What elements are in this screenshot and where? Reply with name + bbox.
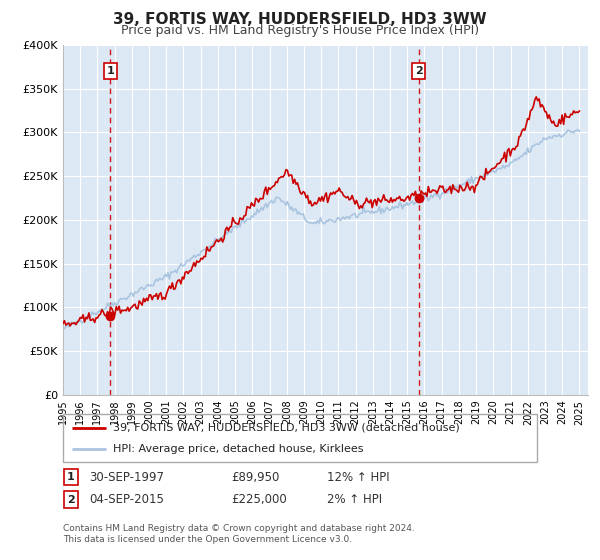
- Text: 04-SEP-2015: 04-SEP-2015: [89, 493, 164, 506]
- Text: £89,950: £89,950: [231, 470, 280, 484]
- Text: 30-SEP-1997: 30-SEP-1997: [89, 470, 164, 484]
- Text: 39, FORTIS WAY, HUDDERSFIELD, HD3 3WW (detached house): 39, FORTIS WAY, HUDDERSFIELD, HD3 3WW (d…: [113, 423, 460, 433]
- Text: 2: 2: [67, 494, 74, 505]
- Text: This data is licensed under the Open Government Licence v3.0.: This data is licensed under the Open Gov…: [63, 535, 352, 544]
- Text: 1: 1: [106, 66, 114, 76]
- Text: 2: 2: [415, 66, 422, 76]
- Text: Contains HM Land Registry data © Crown copyright and database right 2024.: Contains HM Land Registry data © Crown c…: [63, 524, 415, 533]
- Text: 12% ↑ HPI: 12% ↑ HPI: [327, 470, 389, 484]
- Text: 1: 1: [67, 472, 74, 482]
- Text: 2% ↑ HPI: 2% ↑ HPI: [327, 493, 382, 506]
- Text: HPI: Average price, detached house, Kirklees: HPI: Average price, detached house, Kirk…: [113, 444, 363, 454]
- Text: 39, FORTIS WAY, HUDDERSFIELD, HD3 3WW: 39, FORTIS WAY, HUDDERSFIELD, HD3 3WW: [113, 12, 487, 27]
- Text: £225,000: £225,000: [231, 493, 287, 506]
- Text: Price paid vs. HM Land Registry's House Price Index (HPI): Price paid vs. HM Land Registry's House …: [121, 24, 479, 36]
